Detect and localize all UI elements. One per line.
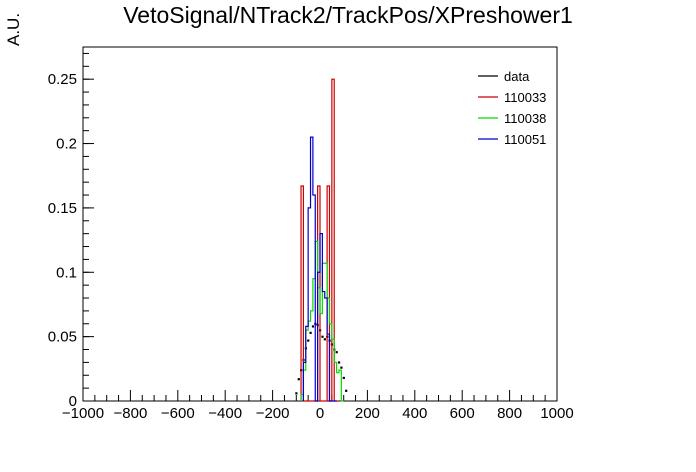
x-tick-label: −400	[208, 405, 242, 422]
series-data-point	[297, 378, 300, 381]
series-data-point	[295, 392, 298, 395]
chart-title: VetoSignal/NTrack2/TrackPos/XPreshower1	[123, 2, 573, 28]
legend-label-110033: 110033	[504, 90, 546, 105]
legend-label-110038: 110038	[504, 111, 546, 126]
y-tick-label: 0.05	[48, 329, 77, 346]
x-tick-label: −800	[114, 405, 148, 422]
x-tick-label: −200	[256, 405, 290, 422]
series-data-point	[307, 339, 310, 342]
x-tick-label: 600	[450, 405, 475, 422]
series-data-point	[323, 338, 326, 341]
series-data-point	[335, 351, 338, 354]
series-data-point	[340, 366, 343, 369]
x-tick-label: 200	[355, 405, 380, 422]
series-data-point	[309, 331, 312, 334]
x-tick-label: −1000	[62, 405, 104, 422]
y-tick-label: 0.1	[56, 264, 77, 281]
y-tick-label: 0.15	[48, 200, 77, 217]
series-data-point	[342, 376, 345, 380]
legend-label-110051: 110051	[504, 132, 546, 147]
x-tick-label: 0	[316, 405, 324, 422]
series-data-point	[311, 325, 315, 328]
series-110051-step	[302, 136, 337, 402]
x-tick-label: 1000	[540, 405, 573, 422]
y-tick-label: 0	[69, 393, 77, 410]
x-tick-label: −600	[161, 405, 195, 422]
series-110038-step	[300, 240, 344, 402]
series-data-point	[345, 389, 348, 392]
y-tick-label: 0.2	[56, 136, 77, 153]
series-110033-step	[300, 78, 339, 402]
y-tick-label: 0.25	[48, 71, 77, 88]
x-tick-label: 400	[402, 405, 427, 422]
series-data-point	[337, 361, 341, 364]
legend-label-data: data	[504, 69, 530, 84]
x-tick-label: 800	[497, 405, 522, 422]
series-data-point	[321, 335, 324, 338]
